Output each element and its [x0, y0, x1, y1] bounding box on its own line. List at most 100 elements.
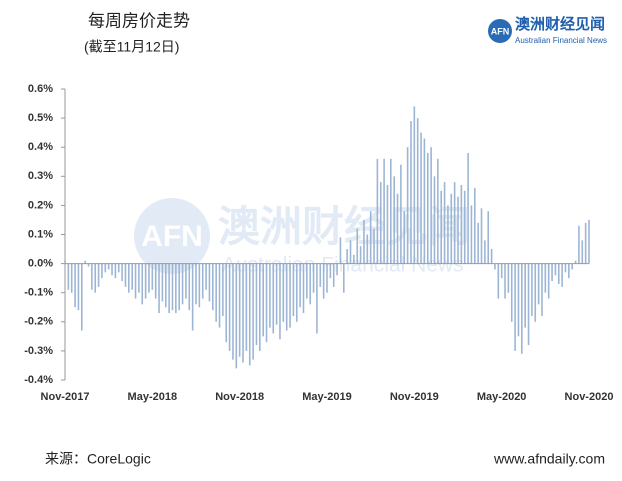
- bar: [161, 263, 164, 302]
- bar: [416, 118, 419, 264]
- bar: [376, 158, 379, 264]
- x-tick-label: May-2019: [302, 391, 352, 403]
- bar: [500, 263, 503, 279]
- bar: [537, 263, 540, 305]
- bar: [175, 263, 177, 314]
- bar: [423, 138, 426, 264]
- bar: [450, 193, 453, 264]
- bar: [457, 196, 459, 264]
- bar: [390, 158, 392, 264]
- bar: [158, 263, 160, 314]
- bar: [383, 158, 385, 264]
- bar: [574, 260, 577, 264]
- bar: [134, 263, 137, 299]
- bar: [527, 263, 530, 346]
- bar: [430, 147, 432, 264]
- bar: [349, 240, 352, 264]
- bar: [272, 263, 275, 334]
- logo-name-en: Australian Financial News: [515, 36, 607, 45]
- bar: [484, 240, 486, 264]
- bar: [87, 263, 90, 267]
- bar: [131, 263, 133, 290]
- bar: [541, 263, 543, 316]
- bar: [517, 263, 520, 337]
- bar: [181, 263, 184, 305]
- chart-title: 每周房价走势: [88, 11, 190, 30]
- bar: [359, 246, 362, 264]
- bar: [521, 263, 523, 354]
- bar: [447, 205, 449, 264]
- bar: [403, 211, 406, 264]
- bar: [497, 263, 500, 299]
- logo-mark: AFN: [491, 26, 510, 36]
- bar: [117, 263, 120, 273]
- y-tick-label: 0.5%: [28, 112, 53, 124]
- bar: [578, 225, 580, 264]
- bar: [551, 263, 553, 282]
- bar: [198, 263, 201, 308]
- bar: [292, 263, 295, 316]
- bar: [285, 263, 288, 331]
- bar: [104, 263, 107, 273]
- bar: [460, 185, 463, 264]
- bar: [178, 263, 181, 311]
- watermark: AFN 澳洲财经见闻 Australian Financial News: [134, 198, 470, 277]
- bar: [148, 263, 150, 293]
- source: 来源：CoreLogic: [45, 451, 151, 467]
- bar: [201, 263, 204, 299]
- y-tick-label: 0.1%: [28, 228, 53, 240]
- bar: [111, 263, 113, 276]
- bar: [507, 263, 510, 293]
- bar: [554, 263, 557, 276]
- y-tick-label: 0.3%: [28, 170, 53, 182]
- bar: [128, 263, 130, 293]
- bar: [302, 263, 305, 314]
- bar: [467, 153, 469, 264]
- y-tick-label: 0.6%: [28, 83, 53, 95]
- bar: [332, 263, 335, 287]
- bar: [473, 187, 476, 264]
- bar: [191, 263, 194, 331]
- bar: [171, 263, 174, 311]
- x-tick-label: Nov-2017: [41, 391, 90, 403]
- bar: [306, 263, 308, 299]
- bar: [369, 211, 372, 264]
- x-tick-label: Nov-2019: [390, 391, 439, 403]
- bar: [426, 153, 429, 264]
- x-tick-label: Nov-2020: [565, 391, 614, 403]
- y-tick-label: -0.2%: [24, 316, 53, 328]
- bar: [581, 240, 584, 264]
- watermark-circle: [134, 198, 210, 274]
- bar: [101, 263, 103, 279]
- bar: [571, 263, 574, 270]
- bar: [70, 263, 73, 293]
- bar: [151, 263, 154, 290]
- bar: [373, 228, 375, 264]
- y-tick-label: 0.4%: [28, 141, 53, 153]
- bar: [463, 190, 466, 264]
- bar: [477, 222, 479, 264]
- bar: [222, 263, 224, 316]
- bar: [406, 147, 409, 264]
- logo-circle: [488, 19, 512, 43]
- bar: [91, 263, 93, 290]
- bar: [168, 263, 170, 314]
- bar: [77, 263, 80, 311]
- bar: [396, 193, 399, 264]
- bar: [215, 263, 217, 322]
- bar: [547, 263, 550, 299]
- bar: [437, 158, 439, 264]
- bar: [94, 263, 97, 293]
- bar: [504, 263, 506, 299]
- bar: [524, 263, 526, 328]
- bar: [279, 263, 281, 340]
- website: www.afndaily.com: [493, 451, 605, 467]
- x-tick-label: Nov-2018: [215, 391, 264, 403]
- bar: [74, 263, 76, 308]
- bar: [386, 185, 389, 264]
- bar: [84, 260, 86, 264]
- bar: [342, 263, 345, 293]
- bar: [433, 176, 436, 264]
- bar: [363, 219, 365, 264]
